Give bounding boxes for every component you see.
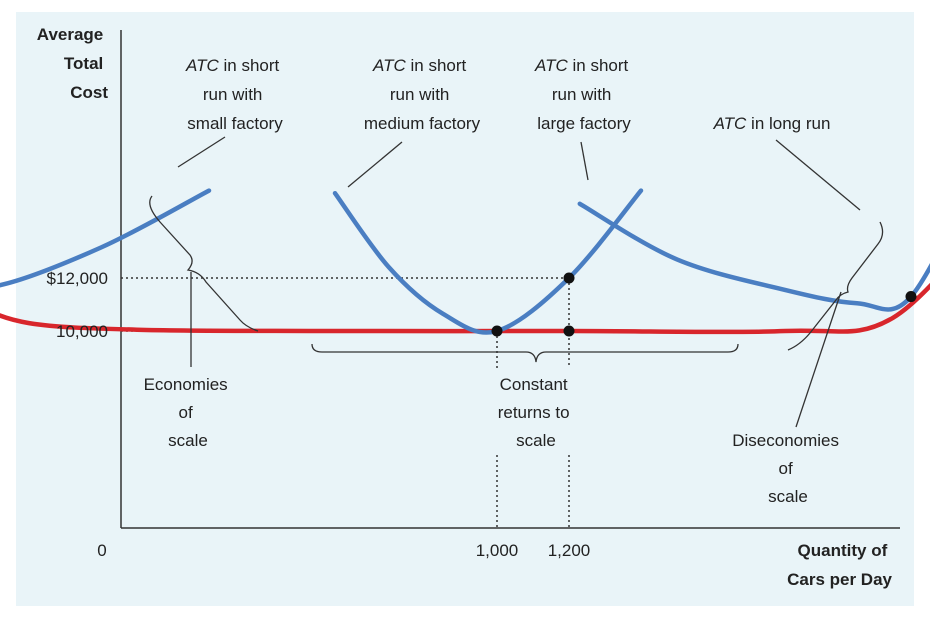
chart-panel (16, 12, 914, 606)
leader-medium (347, 141, 403, 188)
curve-medium (332, 188, 644, 335)
label-leaders (177, 136, 861, 211)
leader-long (775, 139, 861, 211)
marked-point-4 (905, 291, 917, 303)
y-tick-label-0: $12,000 (47, 269, 108, 288)
y-axis-title: Average Total Cost (37, 25, 109, 102)
curve-small (0, 188, 212, 288)
curve-long (0, 282, 930, 335)
y-tick-label-1: 10,000 (56, 322, 108, 341)
marked-point-1 (491, 325, 503, 337)
y-axis-title-line2: Total (64, 54, 103, 73)
marked-points (491, 272, 917, 337)
tick-labels: $12,000 10,000 1,000 1,200 (47, 269, 591, 560)
diseconomies-line2: of (779, 459, 793, 478)
economies-line2: of (179, 403, 193, 422)
brace-diseconomies (787, 221, 884, 351)
leader-small (177, 136, 226, 168)
label-small-italic: ATC (185, 56, 219, 75)
constant-line3: scale (516, 431, 556, 450)
y-axis-title-line1: Average (37, 25, 103, 44)
x-axis-title-line2: Cars per Day (787, 570, 892, 589)
label-medium-line2: run with (390, 85, 450, 104)
label-long-run: ATC in long run (713, 114, 831, 133)
label-large-line1-rest: in short (568, 56, 629, 75)
label-small-factory: ATC in short run with small factory (185, 56, 284, 133)
label-diseconomies: Diseconomies of scale (732, 431, 844, 506)
guide-lines (121, 277, 570, 528)
constant-line2: returns to (498, 403, 570, 422)
curves (0, 188, 930, 335)
label-large-factory: ATC in short run with large factory (534, 56, 633, 133)
label-constant-returns: Constant returns to scale (498, 375, 575, 450)
brace-diseconomies-stem (795, 291, 842, 428)
label-large-line2: run with (552, 85, 612, 104)
label-economies: Economies of scale (144, 375, 233, 450)
label-medium-line3: medium factory (364, 114, 481, 133)
curve-large (577, 201, 930, 312)
y-axis-title-line3: Cost (70, 83, 108, 102)
label-large-italic: ATC (534, 56, 568, 75)
label-medium-italic: ATC (372, 56, 406, 75)
label-small-line2: run with (203, 85, 263, 104)
label-large-line3: large factory (537, 114, 631, 133)
diseconomies-line1: Diseconomies (732, 431, 839, 450)
label-long-rest: in long run (746, 114, 830, 133)
x-tick-label-0: 1,000 (476, 541, 519, 560)
label-long-italic: ATC (713, 114, 747, 133)
label-medium-line1-rest: in short (406, 56, 467, 75)
label-small-line1-rest: in short (219, 56, 280, 75)
economies-line3: scale (168, 431, 208, 450)
label-small-line3: small factory (187, 114, 283, 133)
economies-line1: Economies (144, 375, 228, 394)
label-medium-factory: ATC in short run with medium factory (364, 56, 481, 133)
leader-large (580, 141, 589, 181)
x-axis-title: Quantity of Cars per Day (787, 541, 892, 589)
x-axis-title-line1: Quantity of (798, 541, 888, 560)
brace-economies (149, 195, 259, 332)
region-braces (149, 195, 884, 428)
diseconomies-line3: scale (768, 487, 808, 506)
constant-line1: Constant (500, 375, 568, 394)
marked-point-3 (563, 325, 575, 337)
marked-point-2 (563, 272, 575, 284)
origin-label: 0 (97, 541, 106, 560)
x-tick-label-1: 1,200 (548, 541, 591, 560)
brace-constant (311, 343, 739, 363)
